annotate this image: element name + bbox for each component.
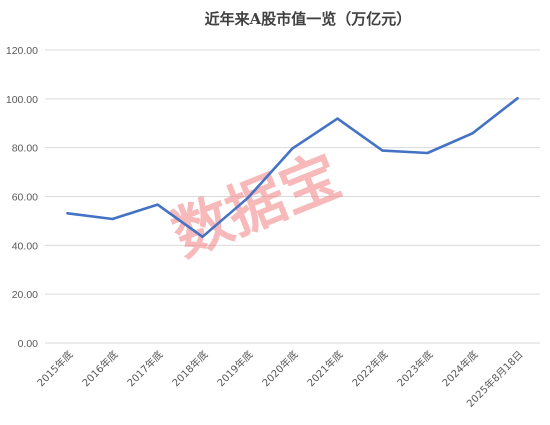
data-point	[291, 147, 294, 150]
data-point	[156, 203, 159, 206]
x-tick-label: 2018年底	[169, 348, 210, 389]
data-point	[336, 117, 339, 120]
data-point	[516, 97, 519, 100]
y-tick-label: 100.00	[6, 94, 38, 106]
x-tick-label: 2017年底	[124, 348, 165, 389]
x-tick-label: 2016年底	[79, 348, 120, 389]
data-point	[201, 235, 204, 238]
chart-title: 近年来A股市值一览（万亿元）	[205, 10, 412, 28]
series-layer	[66, 97, 519, 239]
x-tick-label: 2023年底	[394, 348, 435, 389]
y-axis-ticks: 0.00 20.00 40.00 60.00 80.00 100.00 120.00	[6, 45, 38, 350]
x-tick-label: 2024年底	[439, 348, 480, 389]
data-point	[381, 149, 384, 152]
data-point	[246, 197, 249, 200]
data-point	[471, 132, 474, 135]
y-tick-label: 80.00	[12, 143, 38, 155]
x-tick-label: 2019年底	[214, 348, 255, 389]
y-tick-label: 40.00	[12, 240, 38, 252]
watermark: 数据宝	[163, 141, 350, 269]
y-tick-label: 0.00	[18, 338, 39, 350]
y-tick-label: 20.00	[12, 289, 38, 301]
x-tick-label: 2020年底	[259, 348, 300, 389]
data-point	[111, 217, 114, 221]
data-point	[66, 212, 69, 215]
y-tick-label: 60.00	[12, 192, 38, 204]
x-tick-label: 2015年底	[34, 348, 75, 389]
y-tick-label: 120.00	[6, 45, 38, 57]
x-tick-label: 2022年底	[349, 348, 390, 389]
x-tick-label: 2021年底	[304, 348, 345, 389]
x-axis-ticks: 2015年底 2016年底 2017年底 2018年底 2019年底 2020年底 2021…	[34, 348, 525, 410]
data-point	[426, 151, 429, 155]
